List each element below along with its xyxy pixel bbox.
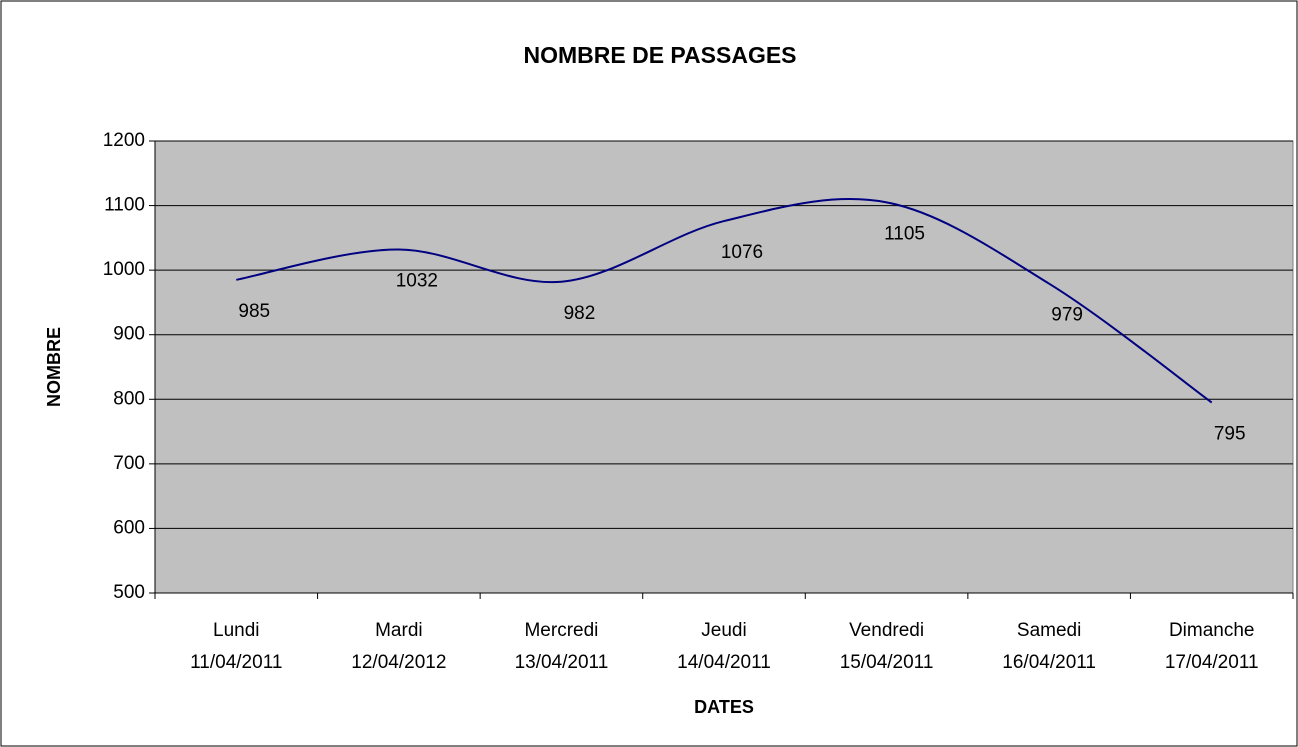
data-label: 982 (564, 303, 596, 324)
y-tick-label: 1100 (104, 195, 145, 216)
y-tick-label: 1000 (103, 259, 145, 280)
y-tick-label: 900 (113, 324, 145, 345)
y-tick-label: 800 (113, 388, 145, 409)
x-tick-label: 13/04/2011 (515, 652, 609, 673)
x-tick-label: Jeudi (701, 620, 746, 641)
x-axis-title: DATES (694, 697, 754, 717)
x-tick-label: 12/04/2012 (351, 652, 446, 673)
plot-area (154, 140, 1294, 594)
y-tick-label: 600 (113, 517, 145, 538)
x-tick-label: 11/04/2011 (190, 652, 282, 673)
x-tick-label: 17/04/2011 (1165, 652, 1259, 673)
data-label: 1105 (884, 223, 925, 244)
y-tick-label: 500 (113, 582, 145, 603)
y-axis-title: NOMBRE (44, 327, 64, 407)
x-tick-label: 15/04/2011 (840, 652, 934, 673)
data-label: 1032 (396, 270, 438, 291)
data-label: 1076 (721, 242, 763, 263)
x-tick-label: Samedi (1017, 620, 1081, 641)
data-label: 979 (1051, 305, 1083, 326)
x-tick-label: Mercredi (524, 620, 598, 641)
data-line (236, 197, 1213, 404)
x-tick-label: Vendredi (849, 620, 924, 641)
x-tick-label: Dimanche (1169, 620, 1255, 641)
x-tick-label: Lundi (213, 620, 260, 641)
data-label: 795 (1214, 424, 1246, 445)
chart-title: NOMBRE DE PASSAGES (523, 42, 796, 68)
data-label: 985 (238, 301, 270, 322)
y-tick-label: 700 (113, 453, 145, 474)
y-tick-label: 1200 (103, 130, 145, 151)
x-tick-label: Mardi (375, 620, 423, 641)
x-tick-label: 14/04/2011 (677, 652, 771, 673)
x-tick-label: 16/04/2011 (1002, 652, 1096, 673)
